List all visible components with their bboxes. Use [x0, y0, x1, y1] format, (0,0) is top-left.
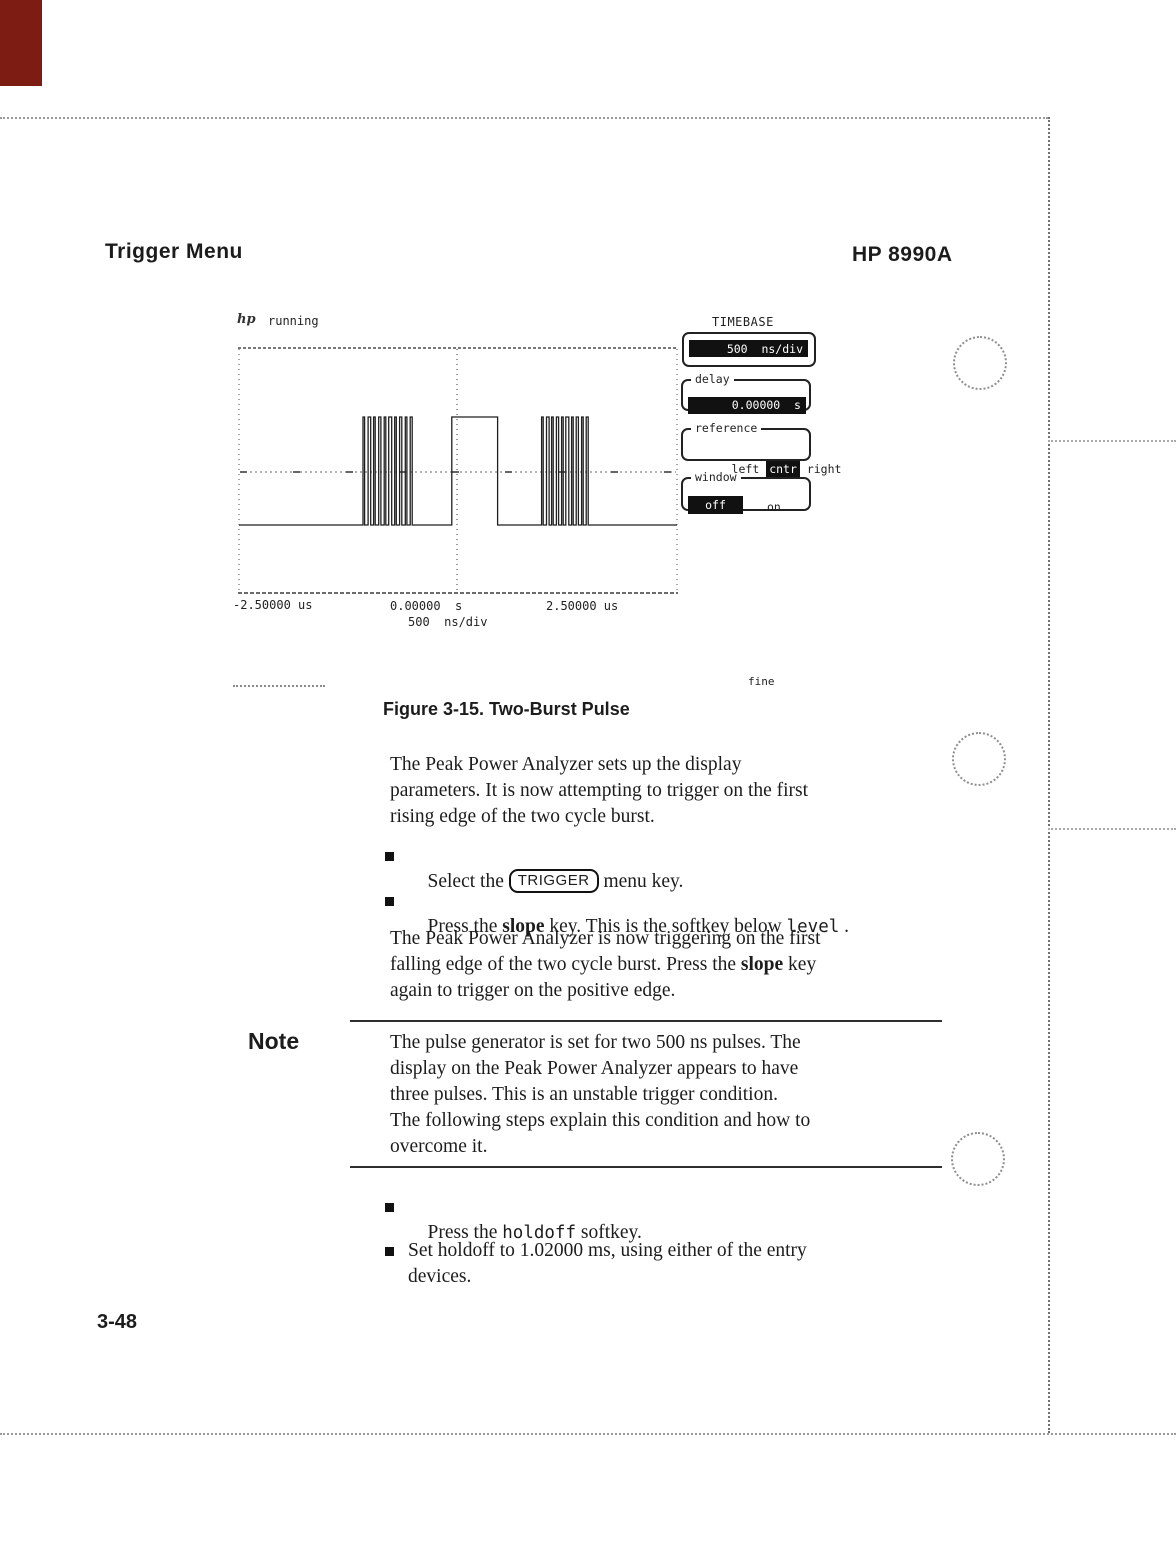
fine-label: fine	[748, 675, 775, 688]
bullet-item-holdoff: Press the holdoff softkey.	[408, 1194, 642, 1272]
text-line: devices.	[408, 1266, 472, 1287]
window-softkey: window off on	[681, 470, 811, 514]
text-line: again to trigger on the positive edge.	[390, 980, 676, 1001]
text-segment: key	[783, 954, 817, 975]
level-softkey-text: level	[786, 917, 840, 937]
trigger-menu-keycap: TRIGGER	[508, 869, 599, 893]
slope-key-text: slope	[502, 916, 545, 937]
margin-line-2	[1048, 828, 1176, 830]
punch-hole-1	[953, 336, 1007, 390]
bullet-item-slope: Press the slope key. This is the softkey…	[408, 888, 850, 966]
window-option-off-selected: off	[688, 495, 743, 514]
bullet-marker	[385, 1203, 394, 1212]
text-line: The Peak Power Analyzer sets up the disp…	[390, 754, 742, 775]
paragraph-1: The Peak Power Analyzer sets up the disp…	[390, 752, 808, 830]
note-label: Note	[248, 1028, 300, 1054]
bullet-text: softkey.	[576, 1222, 642, 1243]
text-line: three pulses. This is an unstable trigge…	[390, 1084, 778, 1105]
bullet-marker	[385, 852, 394, 861]
note-rule-top	[350, 1020, 942, 1022]
bullet-marker	[385, 897, 394, 906]
window-label: window	[695, 470, 737, 484]
bullet-text: Press the	[427, 1222, 503, 1243]
delay-softkey: delay 0.00000 s	[681, 372, 811, 414]
reference-label: reference	[695, 421, 758, 435]
paragraph-2: The Peak Power Analyzer is now triggerin…	[390, 926, 821, 1004]
page-edge-top	[0, 117, 1048, 119]
reference-softkey: reference left cntr right	[681, 421, 841, 477]
section-header: Trigger Menu	[105, 240, 243, 263]
bullet-text: Press the	[427, 916, 503, 937]
text-line: The pulse generator is set for two 500 n…	[390, 1032, 801, 1053]
timebase-softkey: 500 ns/div	[682, 332, 816, 367]
slope-key-text: slope	[740, 954, 784, 975]
axis-label-left: -2.50000 us	[233, 598, 313, 612]
axis-label-perdiv: 500 ns/div	[408, 615, 488, 629]
axis-label-right: 2.50000 us	[546, 599, 619, 613]
text-line: overcome it.	[390, 1136, 488, 1157]
window-option-on: on	[767, 499, 781, 514]
timebase-panel-title: TIMEBASE	[712, 315, 774, 329]
holdoff-softkey-text: holdoff	[502, 1223, 577, 1243]
text-line: display on the Peak Power Analyzer appea…	[390, 1058, 799, 1079]
bullet-text: menu key.	[598, 871, 684, 892]
text-line: rising edge of the two cycle burst.	[390, 806, 655, 827]
oscilloscope-screen	[238, 347, 678, 594]
axis-label-center: 0.00000 s	[390, 599, 463, 613]
text-line: The following steps explain this conditi…	[390, 1110, 811, 1131]
timebase-value: 500 ns/div	[689, 340, 808, 357]
page-edge-right	[1048, 117, 1050, 1433]
page-number: 3-48	[97, 1311, 138, 1333]
bullet-text: Select the	[427, 871, 509, 892]
bullet-item-trigger: Select the TRIGGER menu key.	[408, 843, 683, 921]
page-edge-bottom	[0, 1433, 1176, 1435]
bullet-text: key. This is the softkey below	[544, 916, 787, 937]
bullet-text: .	[839, 916, 850, 937]
waveform-trace	[239, 416, 677, 526]
figure-caption: Figure 3-15. Two-Burst Pulse	[383, 699, 630, 719]
text-line: The Peak Power Analyzer is now triggerin…	[390, 928, 821, 949]
margin-line-1	[1048, 440, 1176, 442]
bullet-marker	[385, 1247, 394, 1256]
scope-status-text: running	[268, 314, 319, 328]
red-tab-marker	[0, 0, 42, 86]
hp-logo: hp	[237, 312, 256, 327]
punch-hole-2	[952, 732, 1006, 786]
text-line: parameters. It is now attempting to trig…	[390, 780, 809, 801]
text-line: falling edge of the two cycle burst. Pre…	[390, 952, 821, 978]
bullet-item-set-holdoff: Set holdoff to 1.02000 ms, using either …	[408, 1238, 807, 1290]
model-header: HP 8990A	[852, 243, 953, 266]
delay-label: delay	[695, 372, 730, 386]
note-paragraph: The pulse generator is set for two 500 n…	[390, 1030, 810, 1160]
figure-footer-dashes	[233, 685, 325, 687]
note-rule-bottom	[350, 1166, 942, 1168]
text-segment: falling edge of the two cycle burst. Pre…	[390, 954, 741, 975]
delay-value: 0.00000 s	[688, 396, 806, 414]
text-line: Set holdoff to 1.02000 ms, using either …	[408, 1240, 807, 1261]
reference-option-right: right	[806, 461, 842, 476]
punch-hole-3	[951, 1132, 1005, 1186]
